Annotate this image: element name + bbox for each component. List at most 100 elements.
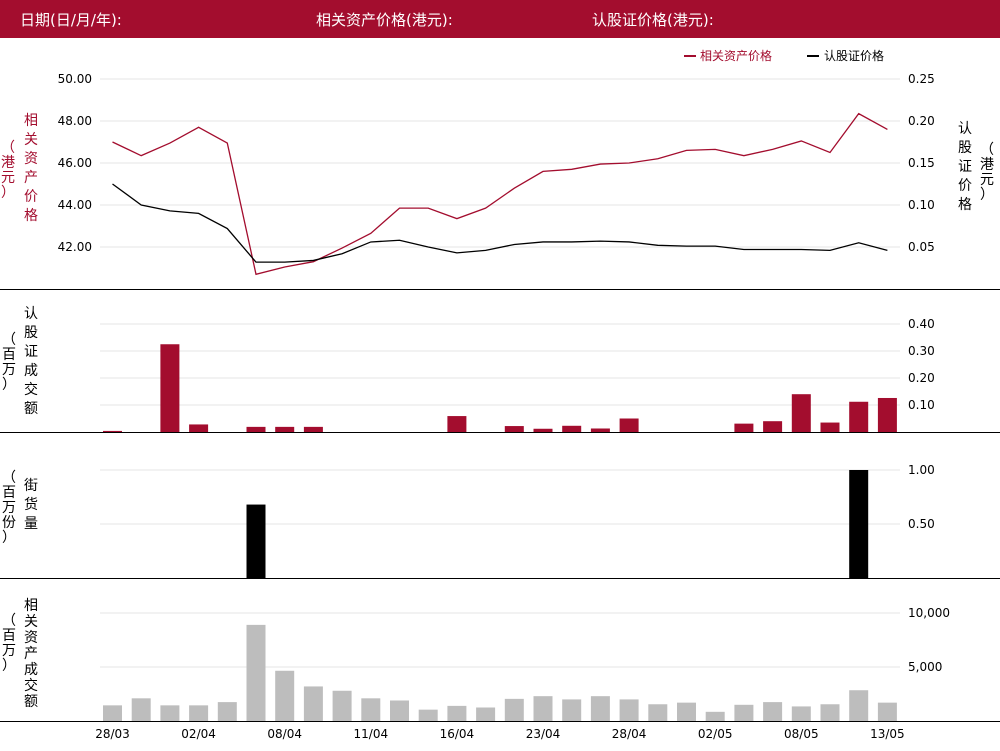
underlying-turnover-bar — [849, 690, 869, 721]
underlying-turnover-bar — [217, 702, 237, 721]
x-axis-tick-label: 02/04 — [181, 727, 216, 741]
outstanding-label: 街 — [24, 478, 38, 494]
outstanding-unit: 份 — [2, 515, 16, 531]
legend-label-underlying: 相关资产价格 — [700, 48, 772, 63]
warrant-turnover-tick: 0.40 — [908, 317, 935, 331]
x-axis-tick-label: 23/04 — [526, 727, 561, 741]
warrant-turnover-bar — [275, 426, 295, 432]
right-axis-tick: 0.05 — [908, 240, 935, 254]
left-axis-tick: 46.00 — [58, 156, 92, 170]
outstanding-bar — [849, 470, 869, 578]
underlying-turnover-label: 产 — [24, 646, 38, 662]
warrant-turnover-bar — [619, 418, 639, 432]
left-axis-tick: 44.00 — [58, 198, 92, 212]
left-axis-unit: ） — [1, 185, 15, 201]
warrant-turnover-bar — [103, 430, 122, 432]
underlying-turnover-label: 交 — [24, 677, 38, 694]
warrant-turnover-bar — [791, 394, 811, 432]
left-axis-label: 相 — [24, 113, 38, 129]
outstanding-tick: 1.00 — [908, 463, 935, 477]
underlying-turnover-bar — [791, 706, 811, 721]
underlying-turnover-bar — [246, 624, 266, 721]
right-axis-tick: 0.20 — [908, 114, 935, 128]
warrant-turnover-bar — [533, 428, 553, 432]
underlying-turnover-bar — [504, 698, 524, 721]
warrant-turnover-label: 股 — [24, 325, 38, 341]
warrant-turnover-label: 交 — [24, 381, 38, 398]
warrant-turnover-bar — [562, 425, 582, 432]
x-axis-tick-label: 16/04 — [440, 727, 475, 741]
underlying-turnover-unit: 万 — [2, 643, 16, 659]
underlying-turnover-tick: 10,000 — [908, 606, 950, 620]
left-axis-label: 关 — [24, 132, 38, 148]
warrant-turnover-label: 证 — [24, 344, 38, 360]
underlying-price-line — [112, 112, 888, 276]
warrant-turnover-bar — [734, 423, 754, 432]
warrant-turnover-bar — [303, 426, 323, 432]
underlying-turnover-bar — [275, 670, 295, 721]
right-axis-label: 价 — [958, 178, 972, 194]
underlying-turnover-bar — [390, 700, 409, 721]
warrant-turnover-bar — [590, 428, 610, 432]
right-axis-unit: ） — [980, 187, 994, 203]
underlying-turnover-bar — [648, 704, 668, 721]
right-axis-unit: 元 — [980, 172, 994, 188]
x-axis-tick-label: 28/04 — [612, 727, 647, 741]
underlying-turnover-bar — [160, 705, 180, 721]
left-axis-unit: 港 — [1, 155, 15, 171]
underlying-turnover-bar — [590, 696, 610, 721]
warrant-turnover-unit: 百 — [2, 347, 16, 363]
underlying-turnover-bar — [533, 696, 553, 721]
warrant-turnover-label: 认 — [24, 306, 38, 322]
underlying-turnover-unit: 百 — [2, 628, 16, 644]
x-axis-tick-label: 08/05 — [784, 727, 819, 741]
warrant-turnover-label: 额 — [24, 401, 38, 417]
warrant-turnover-bar — [504, 426, 524, 432]
warrant-turnover-unit: 万 — [2, 362, 16, 378]
underlying-turnover-tick: 5,000 — [908, 660, 942, 674]
x-axis-tick-label: 11/04 — [354, 727, 389, 741]
underlying-turnover-label: 资 — [24, 630, 38, 646]
underlying-turnover-bar — [705, 711, 725, 721]
underlying-turnover-bar — [131, 698, 151, 721]
right-axis-label: 格 — [958, 197, 972, 213]
warrant-turnover-bar — [849, 401, 869, 432]
left-axis-tick: 48.00 — [58, 114, 92, 128]
left-axis-label: 价 — [24, 189, 38, 205]
legend-label-warrant: 认股证价格 — [824, 48, 884, 63]
left-axis-label: 格 — [24, 208, 38, 224]
underlying-turnover-bar — [877, 702, 897, 721]
left-axis-tick: 50.00 — [58, 72, 92, 86]
x-axis-tick-label: 28/03 — [95, 727, 130, 741]
outstanding-unit: 百 — [2, 485, 16, 501]
outstanding-tick: 0.50 — [908, 517, 935, 531]
outstanding-unit: ） — [2, 530, 16, 546]
underlying-turnover-bar — [476, 707, 496, 721]
underlying-turnover-label: 成 — [24, 662, 38, 678]
warrant-turnover-bar — [820, 422, 840, 432]
warrant-turnover-label: 成 — [24, 363, 38, 379]
warrant-turnover-tick: 0.20 — [908, 371, 935, 385]
right-axis-label: 认 — [958, 121, 972, 137]
warrant-turnover-tick: 0.10 — [908, 398, 935, 412]
underlying-turnover-bar — [332, 690, 352, 721]
left-axis-label: 资 — [24, 151, 38, 167]
warrant-turnover-bar — [189, 424, 209, 432]
warrant-turnover-bar — [877, 397, 897, 432]
underlying-turnover-bar — [361, 698, 381, 721]
underlying-turnover-bar — [763, 702, 783, 721]
underlying-turnover-label: 额 — [24, 694, 38, 710]
warrant-turnover-bar — [160, 344, 180, 432]
underlying-turnover-bar — [734, 704, 754, 721]
underlying-turnover-bar — [418, 709, 438, 721]
underlying-price-label: 相关资产价格(港元): — [316, 11, 453, 29]
warrant-turnover-bar — [246, 426, 266, 432]
outstanding-unit: 万 — [2, 500, 16, 516]
underlying-turnover-unit: ） — [2, 658, 16, 674]
outstanding-bar — [246, 504, 266, 578]
underlying-turnover-bar — [820, 704, 840, 721]
right-axis-label: 股 — [958, 140, 972, 156]
warrant-turnover-unit: （ — [2, 332, 16, 348]
right-axis-label: 证 — [958, 159, 972, 175]
